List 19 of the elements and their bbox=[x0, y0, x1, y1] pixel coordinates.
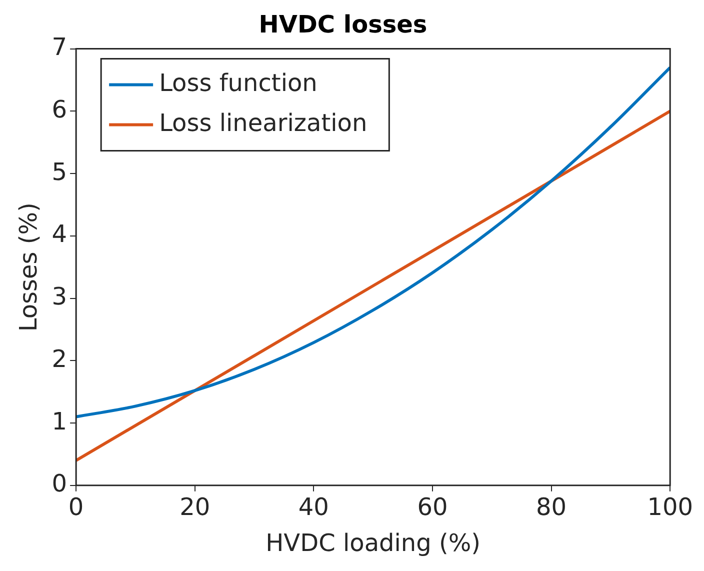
y-tick-label: 2 bbox=[52, 344, 68, 373]
chart-title: HVDC losses bbox=[258, 10, 428, 39]
y-tick-label: 4 bbox=[52, 220, 68, 248]
line-series bbox=[76, 66, 670, 418]
y-tick-label: 1 bbox=[52, 407, 68, 436]
x-tick-label: 60 bbox=[417, 493, 448, 522]
y-axis-title: Losses (%) bbox=[14, 202, 43, 332]
x-axis-title: HVDC loading (%) bbox=[266, 528, 481, 557]
x-tick-label: 100 bbox=[647, 493, 693, 522]
y-tick-label: 5 bbox=[52, 158, 68, 186]
x-tick-label: 20 bbox=[180, 493, 210, 522]
y-tick-label: 0 bbox=[52, 470, 68, 498]
y-tick-label: 7 bbox=[52, 33, 68, 62]
x-tick-label: 40 bbox=[298, 493, 329, 522]
x-tick-label: 80 bbox=[536, 493, 567, 522]
y-tick-label: 3 bbox=[52, 282, 68, 311]
y-tick-label: 6 bbox=[52, 95, 68, 124]
legend-label: Loss linearization bbox=[159, 109, 368, 138]
legend-label: Loss function bbox=[159, 69, 318, 98]
